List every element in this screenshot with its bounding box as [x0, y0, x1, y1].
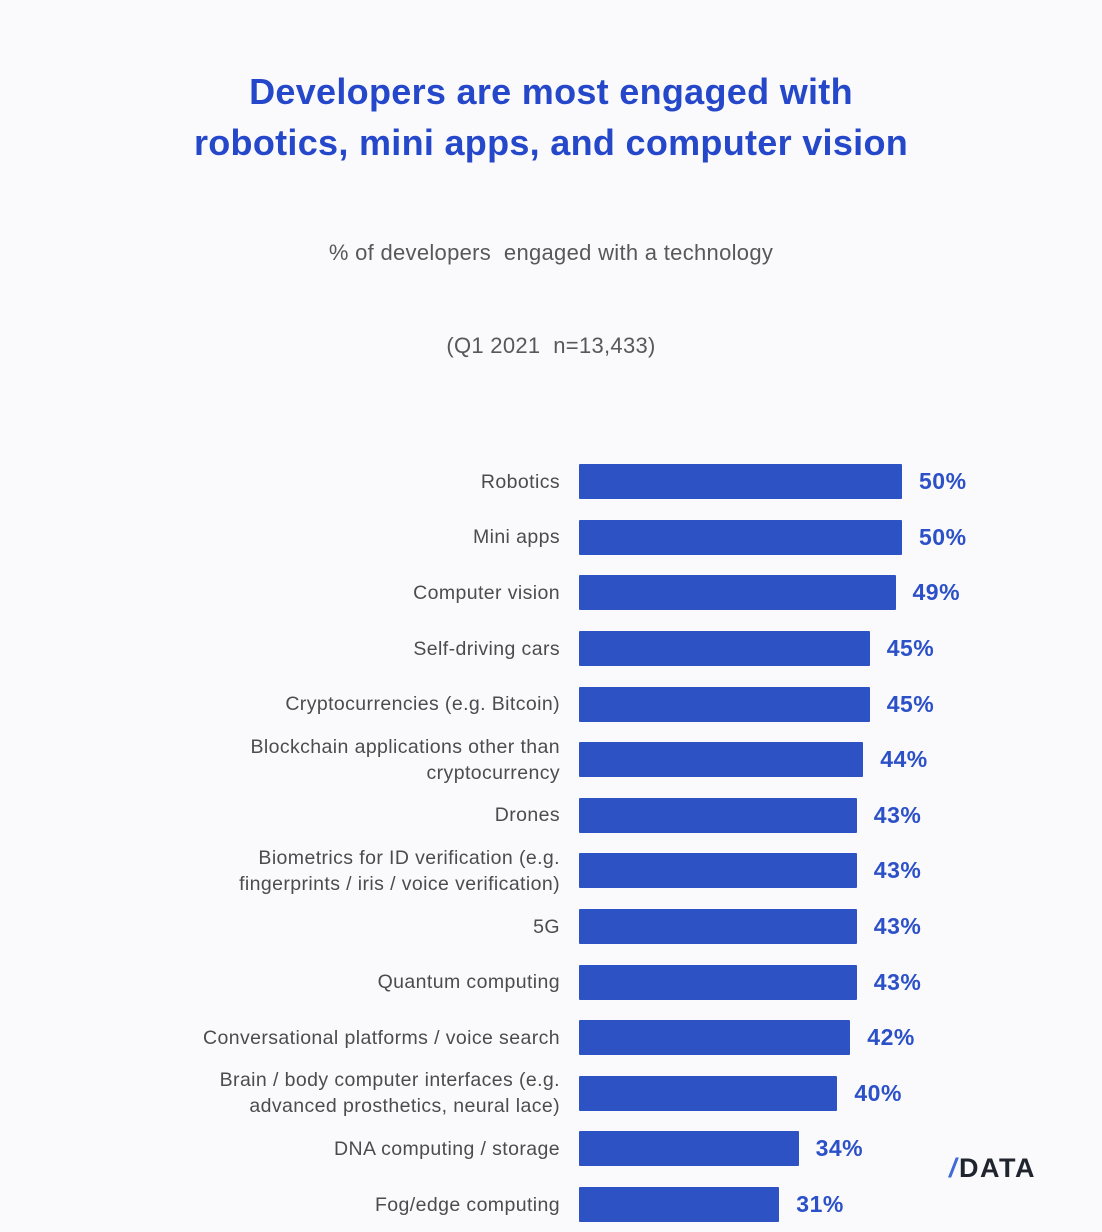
value-label: 49%	[912, 579, 961, 606]
bar-area: 31%	[579, 1187, 1102, 1223]
category-label: Mini apps	[472, 526, 560, 549]
value-label: 45%	[886, 690, 935, 717]
category-label: Self-driving cars	[413, 637, 560, 660]
bar-area: 34%	[579, 1131, 1102, 1167]
category-label: Biometrics for ID verification (e.g. fin…	[239, 846, 560, 895]
bar-row: 5G 43%	[0, 899, 1102, 955]
bar	[579, 686, 870, 722]
bar	[579, 519, 902, 555]
bar-area: 45%	[579, 686, 1102, 722]
value-label: 43%	[873, 913, 922, 940]
bar-row: Cryptocurrencies (e.g. Bitcoin) 45%	[0, 676, 1102, 732]
slashdata-logo: /DATA	[949, 1152, 1036, 1184]
bar	[579, 1020, 851, 1056]
bar-area: 50%	[579, 519, 1102, 555]
category-label: Blockchain applications other than crypt…	[250, 735, 560, 784]
bar-row: DNA computing / storage 34%	[0, 1121, 1102, 1177]
category-label: Fog/edge computing	[375, 1193, 560, 1216]
bar-row: Robotics 50%	[0, 454, 1102, 510]
bar-area: 50%	[579, 464, 1102, 500]
bar-row: Drones 43%	[0, 788, 1102, 844]
chart-title: Developers are most engaged with robotic…	[0, 0, 1102, 168]
bar-area: 44%	[579, 742, 1102, 778]
category-label: DNA computing / storage	[334, 1137, 560, 1160]
value-label: 43%	[873, 968, 922, 995]
logo-slash-icon: /	[949, 1153, 959, 1183]
chart-title-line1: Developers are most engaged with	[249, 71, 853, 112]
category-label: Computer vision	[413, 581, 560, 604]
value-label: 40%	[854, 1079, 902, 1106]
bar	[579, 964, 857, 1000]
bar-row: Blockchain applications other than crypt…	[0, 732, 1102, 788]
value-label: 50%	[919, 523, 967, 550]
bar	[579, 909, 857, 945]
bar-row: Fog/edge computing 31%	[0, 1177, 1102, 1232]
value-label: 42%	[867, 1024, 915, 1051]
bar-area: 49%	[579, 575, 1102, 611]
value-label: 44%	[880, 746, 928, 773]
bar	[579, 575, 896, 611]
value-label: 43%	[873, 801, 922, 828]
category-label: Cryptocurrencies (e.g. Bitcoin)	[285, 693, 560, 716]
category-label: Drones	[494, 804, 560, 827]
bar-area: 43%	[579, 853, 1102, 889]
bar-area: 45%	[579, 631, 1102, 667]
bar-row: Mini apps 50%	[0, 510, 1102, 566]
value-label: 50%	[919, 468, 967, 495]
bar-area: 43%	[579, 964, 1102, 1000]
bar-row: Quantum computing 43%	[0, 954, 1102, 1010]
bar-row: Computer vision 49%	[0, 565, 1102, 621]
bar-area: 40%	[579, 1075, 1102, 1111]
bar	[579, 1187, 780, 1223]
bar-row: Biometrics for ID verification (e.g. fin…	[0, 843, 1102, 899]
bar-row: Self-driving cars 45%	[0, 621, 1102, 677]
value-label: 45%	[886, 635, 935, 662]
bar-row: Conversational platforms / voice search 4…	[0, 1010, 1102, 1066]
category-label: Robotics	[480, 470, 560, 493]
logo-text: DATA	[959, 1153, 1036, 1183]
bar-area: 43%	[579, 797, 1102, 833]
category-label: Brain / body computer interfaces (e.g. a…	[219, 1069, 560, 1118]
bar	[579, 742, 864, 778]
bar	[579, 1131, 799, 1167]
chart-subtitle-line2: (Q1 2021 n=13,433)	[446, 333, 656, 358]
value-label: 43%	[873, 857, 922, 884]
bar-row: Brain / body computer interfaces (e.g. a…	[0, 1066, 1102, 1122]
category-label: Conversational platforms / voice search	[202, 1026, 560, 1049]
bar	[579, 1075, 838, 1111]
value-label: 31%	[796, 1191, 844, 1218]
category-label: Quantum computing	[377, 971, 560, 994]
bar-area: 43%	[579, 909, 1102, 945]
category-label: 5G	[533, 915, 560, 938]
chart-title-line2: robotics, mini apps, and computer vision	[193, 122, 909, 163]
bar	[579, 631, 870, 667]
bar-rows: Robotics 50% Mini apps 50% Computer vision 49…	[0, 454, 1102, 1232]
chart-subtitle: % of developers engaged with a technolog…	[0, 175, 1102, 423]
chart-subtitle-line1: % of developers engaged with a technolog…	[328, 240, 774, 265]
bar	[579, 464, 902, 500]
bar	[579, 853, 857, 889]
value-label: 34%	[815, 1135, 864, 1162]
bar	[579, 797, 857, 833]
bar-area: 42%	[579, 1020, 1102, 1056]
